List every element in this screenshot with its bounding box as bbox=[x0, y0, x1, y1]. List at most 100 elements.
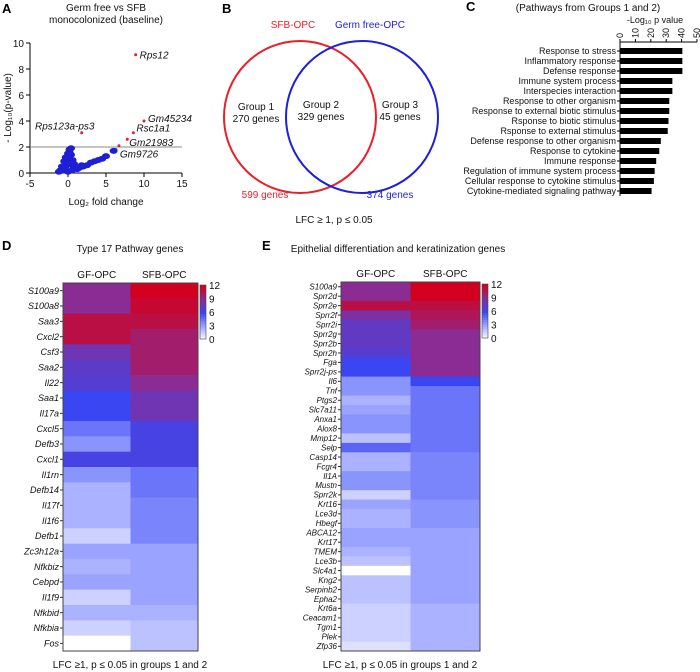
heatmap-cell bbox=[410, 357, 481, 368]
column-header: GF-OPC bbox=[77, 270, 116, 281]
category-label: Rsponse to external stimulus bbox=[500, 126, 616, 136]
row-label: Casp14 bbox=[309, 453, 337, 462]
row-label: Nfkbiz bbox=[34, 562, 60, 572]
colorbar-tick-label: 6 bbox=[491, 307, 497, 318]
heatmap-cell bbox=[410, 565, 481, 576]
colorbar-segment bbox=[200, 303, 206, 306]
heatmap-cell bbox=[341, 329, 411, 340]
row-label: Cxcl2 bbox=[36, 332, 59, 342]
heatmap-cell bbox=[63, 543, 131, 560]
bar bbox=[620, 78, 673, 84]
colorbar-segment bbox=[200, 287, 206, 290]
heatmap-cell bbox=[63, 375, 131, 391]
colorbar-segment bbox=[482, 299, 488, 303]
row-label: Lce3b bbox=[315, 557, 337, 566]
colorbar-segment bbox=[482, 308, 488, 312]
heatmap-cell bbox=[410, 594, 481, 605]
heatmap-cell bbox=[341, 518, 411, 529]
heatmap-cell bbox=[63, 344, 131, 361]
heatmap-cell bbox=[63, 589, 131, 606]
heatmap-cell bbox=[341, 338, 411, 349]
labeled-point bbox=[114, 148, 118, 152]
bar bbox=[620, 58, 683, 64]
heatmap-cell bbox=[341, 575, 411, 586]
row-label: Ceacam1 bbox=[303, 614, 337, 623]
heatmap-cell bbox=[410, 423, 481, 434]
colorbar-segment bbox=[200, 334, 206, 338]
heatmap-cell bbox=[63, 528, 131, 545]
heatmap-cell bbox=[410, 386, 481, 397]
heatmap-cell bbox=[410, 528, 481, 538]
heatmap-cell bbox=[410, 282, 481, 292]
row-label: Fga bbox=[323, 358, 337, 367]
heatmap-cell bbox=[341, 423, 411, 434]
colorbar-segment bbox=[200, 307, 206, 311]
category-label: Response to other organism bbox=[503, 96, 616, 106]
row-label: Sprr2k bbox=[313, 491, 338, 500]
heatmap-cell bbox=[341, 584, 411, 595]
heatmap-cell bbox=[341, 300, 411, 311]
bar bbox=[620, 108, 670, 114]
row-label: Il22 bbox=[44, 378, 59, 388]
heatmap-cell bbox=[130, 574, 199, 591]
row-label: Il1f6 bbox=[42, 516, 59, 526]
category-label: Cytokine-mediated signaling pathway bbox=[467, 186, 617, 196]
category-label: Defense response to other organism bbox=[470, 136, 616, 146]
venn-group2-count: 329 genes bbox=[298, 112, 345, 123]
colorbar-segment bbox=[200, 314, 206, 317]
heatmap-cell bbox=[130, 436, 199, 453]
row-label: Il1rn bbox=[41, 470, 59, 480]
colorbar-segment bbox=[482, 320, 488, 323]
panel-letter-c: C bbox=[466, 0, 476, 14]
colorbar-segment bbox=[482, 286, 488, 289]
x-tick-label: 20 bbox=[646, 28, 656, 38]
panel-letter-e: E bbox=[262, 238, 271, 253]
row-label: Fos bbox=[44, 638, 60, 648]
row-label: Il1A bbox=[323, 472, 337, 481]
row-label: Saa3 bbox=[38, 316, 59, 326]
row-label: Hbegf bbox=[316, 519, 338, 528]
colorbar-segment bbox=[200, 291, 206, 295]
colorbar-segment bbox=[482, 331, 488, 334]
y-tick-label: 10 bbox=[13, 39, 25, 50]
colorbar-segment bbox=[200, 298, 206, 302]
heatmap-cell bbox=[63, 405, 131, 422]
venn-circle-germ-free bbox=[285, 40, 439, 194]
panel-c-title: (Pathways from Groups 1 and 2) bbox=[516, 3, 661, 14]
labeled-point bbox=[134, 53, 138, 57]
blue-point bbox=[67, 145, 76, 152]
heatmap-cell bbox=[130, 543, 199, 560]
bar bbox=[620, 128, 668, 134]
row-label: Krt6a bbox=[318, 604, 338, 613]
heatmap-cell bbox=[130, 589, 199, 606]
row-label: Defb1 bbox=[35, 531, 59, 541]
row-label: Csf3 bbox=[40, 347, 59, 357]
heatmap-cell bbox=[341, 433, 411, 444]
row-label: Alox8 bbox=[316, 424, 338, 433]
colorbar-segment bbox=[200, 327, 206, 331]
pathway-bar-chart: 0 10 20 30 40 50 Response to stressInflammator… bbox=[463, 28, 700, 196]
heatmap-cell bbox=[341, 499, 411, 510]
colorbar-segment bbox=[200, 330, 206, 333]
panel-d-caption: LFC ≥1, p ≤ 0.05 in groups 1 and 2 bbox=[53, 660, 208, 671]
heatmap-cell bbox=[410, 291, 481, 302]
heatmap-cell bbox=[341, 395, 411, 406]
panel-c-xlabel: -Log₁₀ p value bbox=[627, 15, 683, 25]
venn-group3-count: 45 genes bbox=[379, 112, 420, 123]
colorbar-tick-label: 6 bbox=[209, 308, 215, 319]
heatmap-cell bbox=[63, 313, 131, 330]
heatmap-cell bbox=[341, 603, 411, 614]
row-label: Epha2 bbox=[314, 595, 338, 604]
colorbar-segment bbox=[482, 293, 488, 296]
heatmap-cell bbox=[410, 546, 481, 557]
colorbar-segment bbox=[200, 321, 206, 324]
colorbar-tick-label: 0 bbox=[491, 334, 497, 345]
colorbar-segment bbox=[482, 302, 488, 305]
heatmap-cell bbox=[63, 559, 131, 575]
x-tick-label: 10 bbox=[630, 28, 640, 38]
row-label: Sprr2b bbox=[313, 339, 338, 348]
point-label: Rps12 bbox=[140, 51, 169, 62]
colorbar-segment bbox=[482, 326, 488, 330]
heatmap-cell bbox=[410, 632, 481, 643]
